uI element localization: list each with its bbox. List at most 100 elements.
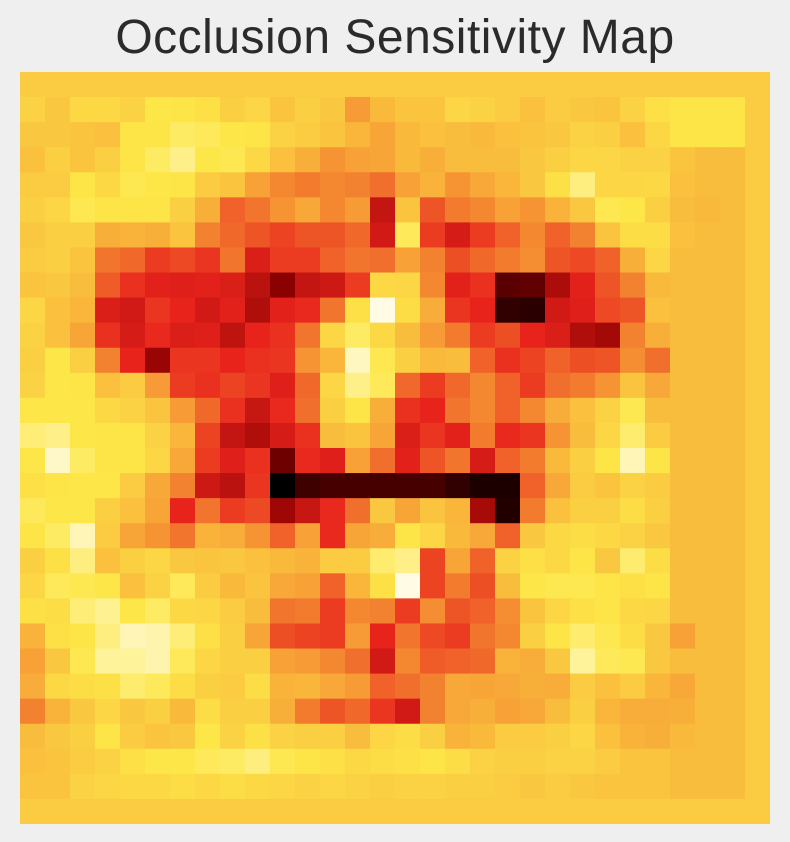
heatmap-cell bbox=[345, 623, 371, 650]
heatmap-cell bbox=[695, 573, 721, 599]
heatmap-cell bbox=[470, 723, 496, 750]
heatmap-cell bbox=[745, 197, 770, 223]
heatmap-cell bbox=[620, 673, 646, 700]
heatmap-cell bbox=[520, 397, 546, 424]
heatmap-cell bbox=[170, 648, 196, 675]
heatmap-cell bbox=[420, 147, 446, 173]
heatmap-cell bbox=[520, 172, 546, 198]
heatmap-cell bbox=[445, 573, 471, 599]
heatmap-cell bbox=[695, 97, 721, 123]
heatmap-cell bbox=[570, 422, 596, 449]
heatmap-cell bbox=[620, 197, 646, 223]
heatmap-cell bbox=[45, 172, 71, 198]
heatmap-cell bbox=[395, 523, 421, 549]
heatmap-cell bbox=[245, 748, 271, 775]
heatmap-cell bbox=[270, 122, 296, 148]
heatmap-cell bbox=[295, 322, 321, 349]
heatmap-cell bbox=[645, 122, 671, 148]
heatmap-cell bbox=[245, 247, 271, 274]
heatmap-cell bbox=[570, 523, 596, 549]
heatmap-cell bbox=[370, 297, 396, 324]
heatmap-cell bbox=[470, 673, 496, 700]
heatmap-cell bbox=[595, 122, 621, 148]
heatmap-cell bbox=[295, 97, 321, 123]
heatmap-cell bbox=[20, 122, 46, 148]
heatmap-cell bbox=[195, 573, 221, 599]
heatmap-cell bbox=[745, 247, 770, 274]
heatmap-cell bbox=[470, 523, 496, 549]
heatmap-cell bbox=[345, 598, 371, 625]
heatmap-cell bbox=[95, 197, 121, 223]
heatmap-cell bbox=[320, 573, 346, 599]
heatmap-cell bbox=[595, 272, 621, 299]
heatmap-cell bbox=[595, 598, 621, 625]
heatmap-cell bbox=[20, 523, 46, 549]
heatmap-cell bbox=[695, 748, 721, 775]
heatmap-cell bbox=[670, 648, 696, 675]
heatmap-cell bbox=[695, 272, 721, 299]
heatmap-cell bbox=[45, 573, 71, 599]
heatmap-cell bbox=[170, 322, 196, 349]
heatmap-cell bbox=[295, 723, 321, 750]
heatmap-cell bbox=[170, 548, 196, 574]
heatmap-cell bbox=[720, 422, 746, 449]
heatmap-cell bbox=[545, 573, 571, 599]
heatmap-cell bbox=[345, 498, 371, 524]
heatmap bbox=[20, 72, 770, 824]
heatmap-cell bbox=[70, 598, 96, 625]
heatmap-cell bbox=[595, 297, 621, 324]
heatmap-cell bbox=[220, 548, 246, 574]
heatmap-cell bbox=[645, 72, 671, 98]
heatmap-cell bbox=[195, 422, 221, 449]
heatmap-cell bbox=[645, 272, 671, 299]
heatmap-cell bbox=[470, 748, 496, 775]
heatmap-cell bbox=[345, 798, 371, 824]
heatmap-cell bbox=[545, 222, 571, 249]
heatmap-cell bbox=[520, 723, 546, 750]
heatmap-cell bbox=[420, 698, 446, 725]
heatmap-cell bbox=[695, 723, 721, 750]
heatmap-cell bbox=[545, 648, 571, 675]
heatmap-cell bbox=[270, 498, 296, 524]
heatmap-cell bbox=[20, 448, 46, 474]
heatmap-cell bbox=[245, 473, 271, 499]
heatmap-cell bbox=[520, 122, 546, 148]
heatmap-cell bbox=[20, 698, 46, 725]
heatmap-cell bbox=[495, 698, 521, 725]
heatmap-cell bbox=[245, 623, 271, 650]
heatmap-cell bbox=[745, 448, 770, 474]
heatmap-cell bbox=[195, 448, 221, 474]
heatmap-cell bbox=[320, 297, 346, 324]
heatmap-cell bbox=[270, 97, 296, 123]
heatmap-cell bbox=[245, 548, 271, 574]
heatmap-cell bbox=[195, 322, 221, 349]
heatmap-cell bbox=[145, 748, 171, 775]
heatmap-cell bbox=[395, 673, 421, 700]
heatmap-cell bbox=[70, 197, 96, 223]
heatmap-cell bbox=[320, 97, 346, 123]
heatmap-cell bbox=[445, 147, 471, 173]
heatmap-cell bbox=[120, 523, 146, 549]
heatmap-cell bbox=[320, 247, 346, 274]
heatmap-cell bbox=[370, 548, 396, 574]
heatmap-cell bbox=[220, 648, 246, 675]
heatmap-cell bbox=[720, 523, 746, 549]
heatmap-cell bbox=[420, 798, 446, 824]
heatmap-cell bbox=[95, 272, 121, 299]
heatmap-cell bbox=[295, 598, 321, 625]
heatmap-cell bbox=[495, 448, 521, 474]
heatmap-cell bbox=[70, 523, 96, 549]
heatmap-cell bbox=[270, 648, 296, 675]
heatmap-cell bbox=[620, 548, 646, 574]
heatmap-cell bbox=[420, 523, 446, 549]
heatmap-cell bbox=[520, 548, 546, 574]
heatmap-cell bbox=[70, 748, 96, 775]
heatmap-cell bbox=[195, 723, 221, 750]
heatmap-cell bbox=[70, 623, 96, 650]
heatmap-cell bbox=[620, 723, 646, 750]
heatmap-cell bbox=[45, 147, 71, 173]
heatmap-cell bbox=[145, 448, 171, 474]
heatmap-cell bbox=[220, 222, 246, 249]
heatmap-cell bbox=[420, 97, 446, 123]
heatmap-cell bbox=[420, 598, 446, 625]
